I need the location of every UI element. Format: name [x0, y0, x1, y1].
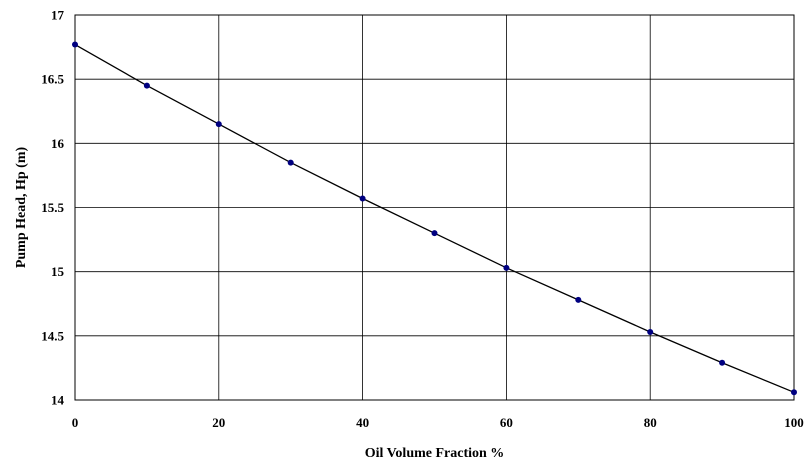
data-point — [575, 296, 582, 303]
y-tick-label: 16 — [51, 136, 65, 151]
y-tick-label: 15.5 — [41, 200, 64, 215]
data-point — [287, 159, 294, 166]
x-tick-label: 0 — [72, 415, 79, 430]
x-tick-label: 20 — [212, 415, 225, 430]
data-point — [359, 195, 366, 202]
y-tick-label: 14 — [51, 393, 65, 408]
y-axis-title: Pump Head, Hp (m) — [14, 146, 29, 268]
y-tick-label: 16.5 — [41, 72, 64, 87]
data-point — [503, 264, 510, 271]
y-tick-label: 14.5 — [41, 328, 64, 343]
data-point — [719, 359, 726, 366]
data-points — [72, 41, 797, 396]
data-point — [72, 41, 78, 48]
x-tick-label: 100 — [784, 415, 804, 430]
x-tick-label: 80 — [644, 415, 657, 430]
gridlines — [74, 14, 795, 401]
x-tick-labels: 0 20 40 60 80 100 — [72, 415, 804, 430]
data-point — [431, 230, 438, 237]
y-tick-label: 15 — [51, 264, 65, 279]
y-tick-labels: 14 14.5 15 15.5 16 16.5 17 — [41, 8, 64, 408]
x-tick-label: 40 — [356, 415, 369, 430]
data-point — [647, 328, 654, 335]
y-tick-label: 17 — [51, 8, 65, 23]
x-axis-title: Oil Volume Fraction % — [365, 446, 505, 461]
data-point — [215, 121, 222, 128]
x-tick-label: 60 — [500, 415, 513, 430]
data-point — [791, 389, 797, 396]
data-point — [143, 82, 150, 89]
